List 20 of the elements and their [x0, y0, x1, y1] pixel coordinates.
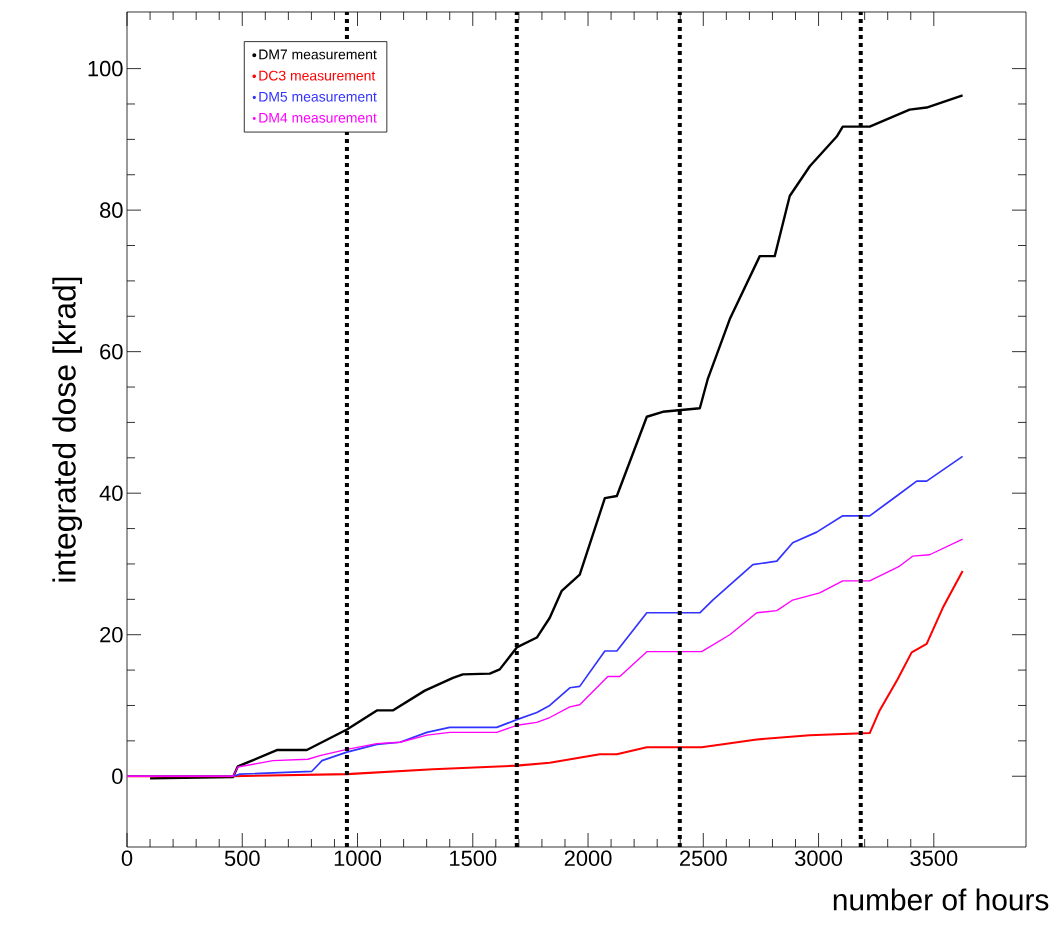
x-tick-label: 500 [224, 850, 260, 867]
x-tick-label: 2000 [564, 850, 612, 867]
legend-label: DC3 measurement [259, 70, 376, 81]
legend-label: DM7 measurement [259, 49, 377, 60]
x-tick-label: 1000 [334, 850, 382, 867]
y-tick-label: 80 [100, 202, 123, 218]
x-tick-label: 3000 [794, 850, 843, 867]
legend-label: DM4 measurement [259, 112, 377, 123]
y-tick-label: 100 [88, 60, 123, 77]
legend-label: DM5 measurement [259, 91, 377, 102]
y-tick-label: 60 [100, 343, 123, 360]
y-tick-label: 20 [100, 626, 123, 643]
y-tick-label: 40 [99, 485, 123, 501]
y-axis-title: integrated dose [krad] [52, 277, 83, 582]
x-tick-label: 1500 [450, 850, 497, 867]
y-tick-label: 0 [112, 768, 123, 784]
x-tick-label: 2500 [680, 850, 727, 867]
x-axis-title: number of hours [833, 888, 1049, 911]
line-series [126, 455, 964, 778]
x-tick-label: 3500 [910, 850, 958, 867]
